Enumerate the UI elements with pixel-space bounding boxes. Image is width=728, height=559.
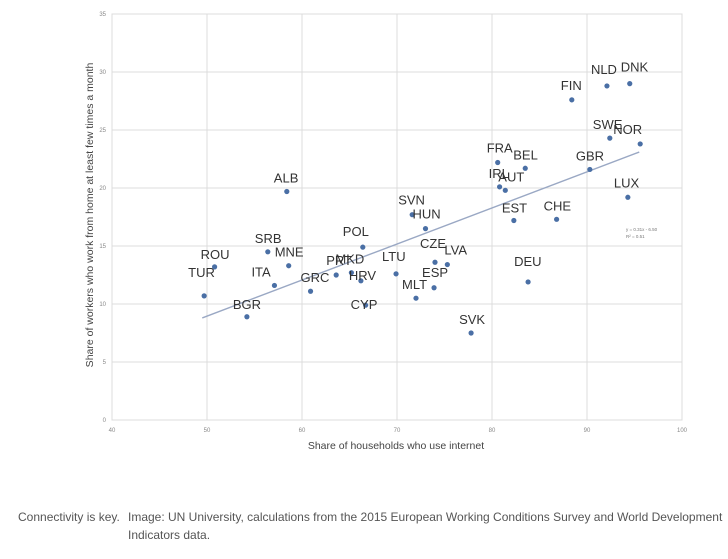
image-credit: Image: UN University, calculations from …	[128, 510, 723, 542]
point-label: SVN	[398, 193, 425, 208]
scatter-chart: 40 50 60 70 80 90 100 0 5 10 15 20 25 30 35 y = 0.31x -…	[84, 12, 688, 452]
x-tick-label: 90	[584, 428, 591, 434]
point-label: HRV	[349, 268, 377, 283]
data-point	[495, 159, 501, 166]
data-point	[422, 226, 429, 232]
point-label: FRA	[487, 140, 513, 155]
point-label: CHE	[544, 198, 572, 213]
data-point	[432, 259, 438, 265]
data-point	[525, 279, 531, 285]
point-label: MNE	[275, 245, 304, 260]
data-point	[627, 81, 633, 87]
y-tick-label: 15	[99, 244, 106, 250]
data-point	[511, 217, 517, 224]
point-label: GRC	[301, 270, 330, 285]
point-label: DEU	[514, 254, 541, 269]
point-label: NOR	[613, 122, 642, 137]
x-tick-label: 40	[109, 428, 116, 434]
point-label: PRT	[326, 253, 352, 268]
data-point	[358, 278, 364, 284]
point-label: CZE	[420, 236, 446, 251]
point-label: EST	[502, 200, 527, 215]
data-point	[554, 216, 560, 222]
x-axis-title: Share of households who use internet	[308, 440, 484, 452]
y-tick-label: 35	[99, 12, 106, 18]
point-label: SRB	[255, 231, 282, 246]
data-point	[201, 293, 207, 299]
data-point	[413, 295, 419, 301]
chart-svg: 40 50 60 70 80 90 100 0 5 10 15 20 25 30 35 y = 0.31x -…	[84, 12, 688, 452]
data-point	[271, 282, 278, 289]
trendline-r2: R² = 0.51	[626, 234, 645, 239]
y-tick-label: 25	[99, 128, 106, 134]
point-label: LTU	[382, 249, 406, 264]
x-tick-label: 70	[394, 428, 401, 434]
point-label: MLT	[402, 277, 427, 292]
point-label: AUT	[498, 169, 524, 184]
x-tick-label: 50	[204, 428, 211, 434]
trendline-equation: y = 0.31x - 6.50	[626, 227, 658, 232]
data-point	[569, 97, 575, 103]
data-point	[286, 263, 292, 269]
data-point	[604, 83, 610, 89]
point-label: CYP	[351, 297, 378, 312]
data-point	[502, 187, 508, 193]
data-point	[348, 270, 354, 276]
plot-frame	[111, 13, 683, 421]
y-tick-label: 0	[103, 418, 107, 424]
data-point	[587, 166, 593, 173]
point-label: ESP	[422, 265, 448, 280]
data-point	[244, 314, 250, 320]
y-tick-label: 10	[99, 302, 106, 308]
data-point	[444, 261, 450, 268]
y-tick-label: 5	[103, 360, 107, 366]
data-point	[363, 302, 369, 308]
point-label: LVA	[444, 243, 467, 258]
trendline	[202, 151, 640, 319]
point-label: GBR	[576, 148, 604, 163]
data-point	[607, 135, 613, 141]
point-label: SWE	[593, 117, 623, 132]
x-tick-label: 100	[677, 428, 688, 434]
data-point	[497, 184, 503, 190]
point-label: IRL	[489, 166, 509, 181]
data-point	[307, 288, 314, 294]
data-point	[409, 212, 415, 218]
point-label: SVK	[459, 312, 485, 327]
point-label: ITA	[251, 264, 271, 279]
point-label: MKD	[335, 252, 364, 267]
data-point	[431, 285, 437, 291]
point-label: ROU	[201, 247, 230, 262]
data-point	[265, 249, 271, 255]
data-point	[333, 272, 339, 278]
point-label: NLD	[591, 62, 617, 77]
y-tick-label: 30	[99, 70, 106, 76]
point-label: BEL	[513, 147, 538, 162]
data-point	[468, 330, 474, 336]
data-point	[284, 188, 290, 195]
data-point	[393, 271, 399, 277]
point-label: ALB	[274, 170, 299, 185]
point-label: POL	[343, 224, 369, 239]
y-axis-title: Share of workers who work from home at l…	[84, 63, 96, 368]
point-label: BGR	[233, 297, 261, 312]
data-point	[212, 264, 218, 270]
data-point	[625, 194, 631, 200]
x-tick-label: 80	[489, 428, 496, 434]
caption-left: Connectivity is key.	[18, 510, 120, 524]
data-point	[522, 165, 528, 171]
x-tick-label: 60	[299, 428, 306, 434]
point-label: FIN	[561, 78, 582, 93]
data-point	[360, 244, 366, 250]
data-point	[637, 141, 643, 147]
y-tick-label: 20	[99, 186, 106, 192]
point-label: DNK	[621, 60, 649, 75]
point-label: TUR	[188, 265, 215, 280]
point-label: HUN	[413, 207, 441, 222]
point-label: LUX	[614, 175, 640, 190]
